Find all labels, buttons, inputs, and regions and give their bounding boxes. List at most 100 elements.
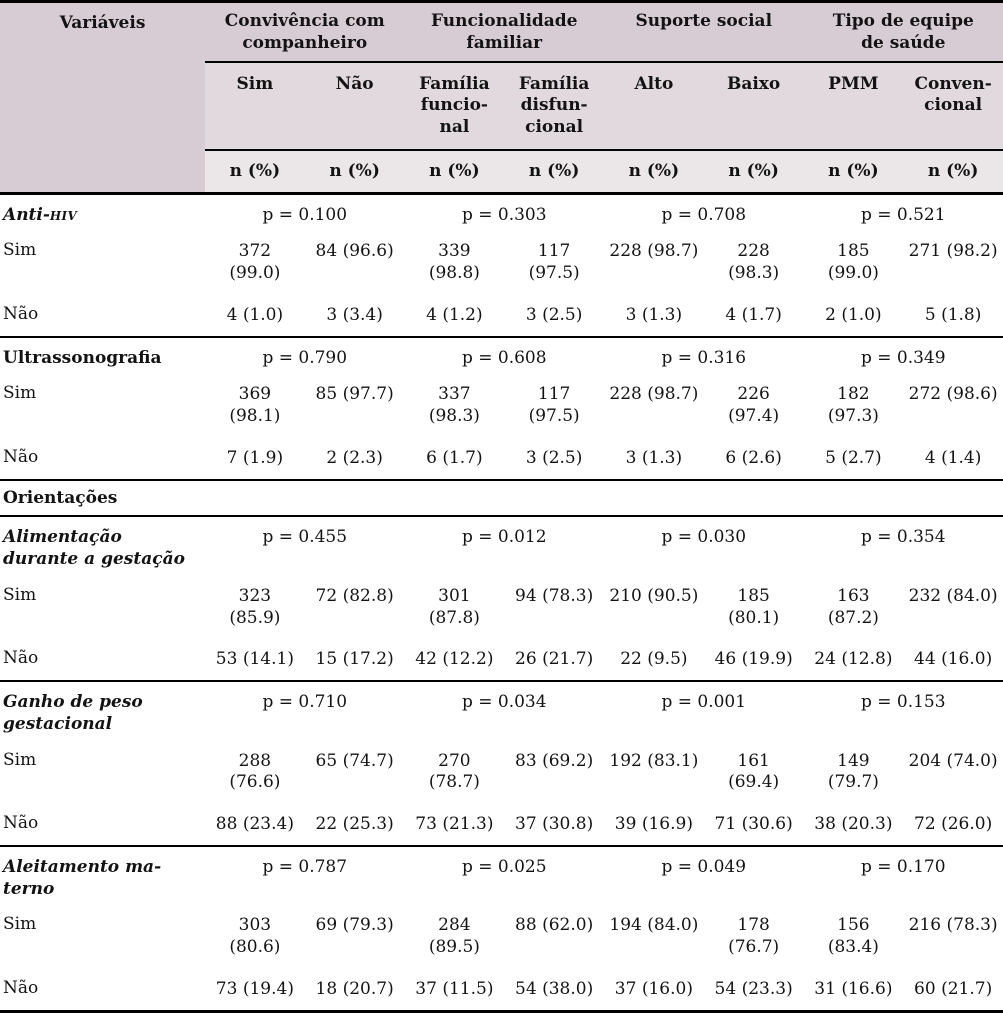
subgroup-column-header: Não: [305, 62, 405, 150]
data-cell: 24 (12.8): [804, 641, 904, 681]
data-cell: 2 (1.0): [804, 297, 904, 337]
data-cell: 2 (2.3): [305, 440, 405, 480]
row-label: Sim: [0, 907, 205, 971]
data-cell: 323 (85.9): [205, 578, 305, 642]
data-cell: 185 (80.1): [704, 578, 804, 642]
data-cell: 5 (1.8): [903, 297, 1003, 337]
n-percent-header: n (%): [704, 150, 804, 193]
variable-group-label-text: Anti-: [3, 205, 50, 225]
variable-group-label: Anti-HIV: [0, 193, 205, 233]
p-value-cell: p = 0.710: [205, 681, 405, 743]
group-column-header: Tipo de equipe de saúde: [804, 2, 1003, 62]
data-cell: 178 (76.7): [704, 907, 804, 971]
p-value-cell: p = 0.608: [405, 337, 605, 377]
data-cell: 194 (84.0): [604, 907, 704, 971]
data-cell: 270 (78.7): [405, 743, 505, 807]
data-cell: 3 (1.3): [604, 297, 704, 337]
data-cell: 7 (1.9): [205, 440, 305, 480]
data-cell: 226 (97.4): [704, 376, 804, 440]
variable-group-label: Aleitamento ma- terno: [0, 846, 205, 908]
data-cell: 39 (16.9): [604, 806, 704, 846]
data-cell: 272 (98.6): [903, 376, 1003, 440]
data-cell: 228 (98.3): [704, 233, 804, 297]
data-cell: 84 (96.6): [305, 233, 405, 297]
p-value-cell: p = 0.455: [205, 516, 405, 578]
data-cell: 54 (38.0): [504, 971, 604, 1011]
data-cell: 88 (62.0): [504, 907, 604, 971]
variable-group-label: Ganho de peso gestacional: [0, 681, 205, 743]
data-cell: 288 (76.6): [205, 743, 305, 807]
subgroup-column-header: Família disfun- cional: [504, 62, 604, 150]
data-cell: 69 (79.3): [305, 907, 405, 971]
data-cell: 83 (69.2): [504, 743, 604, 807]
data-cell: 3 (1.3): [604, 440, 704, 480]
data-cell: 46 (19.9): [704, 641, 804, 681]
p-value-cell: p = 0.030: [604, 516, 804, 578]
data-cell: 73 (19.4): [205, 971, 305, 1011]
data-cell: 5 (2.7): [804, 440, 904, 480]
data-cell: 149 (79.7): [804, 743, 904, 807]
data-cell: 44 (16.0): [903, 641, 1003, 681]
n-percent-header: n (%): [604, 150, 704, 193]
data-cell: 339 (98.8): [405, 233, 505, 297]
data-cell: 301 (87.8): [405, 578, 505, 642]
data-cell: 204 (74.0): [903, 743, 1003, 807]
row-label: Não: [0, 641, 205, 681]
row-label: Sim: [0, 743, 205, 807]
data-cell: 37 (30.8): [504, 806, 604, 846]
data-cell: 6 (1.7): [405, 440, 505, 480]
row-label: Não: [0, 971, 205, 1011]
data-cell: 60 (21.7): [903, 971, 1003, 1011]
data-cell: 71 (30.6): [704, 806, 804, 846]
subgroup-column-header: Sim: [205, 62, 305, 150]
data-cell: 163 (87.2): [804, 578, 904, 642]
p-value-cell: p = 0.787: [205, 846, 405, 908]
section-header-row: Orientações: [0, 480, 1003, 517]
data-cell: 117 (97.5): [504, 233, 604, 297]
variable-group-label-text: Alimentação durante a gestação: [3, 527, 185, 569]
p-value-cell: p = 0.316: [604, 337, 804, 377]
data-cell: 15 (17.2): [305, 641, 405, 681]
data-cell: 94 (78.3): [504, 578, 604, 642]
variable-group-row: Alimentação durante a gestação p = 0.455 p…: [0, 516, 1003, 578]
data-cell: 228 (98.7): [604, 233, 704, 297]
data-cell: 42 (12.2): [405, 641, 505, 681]
row-label: Não: [0, 806, 205, 846]
row-label: Sim: [0, 376, 205, 440]
data-cell: 38 (20.3): [804, 806, 904, 846]
data-cell: 18 (20.7): [305, 971, 405, 1011]
data-cell: 26 (21.7): [504, 641, 604, 681]
data-cell: 6 (2.6): [704, 440, 804, 480]
variable-group-label: Ultrassonografia: [0, 337, 205, 377]
row-label: Não: [0, 440, 205, 480]
n-percent-header: n (%): [205, 150, 305, 193]
variable-group-label-smallcaps: HIV: [50, 209, 77, 223]
data-cell: 161 (69.4): [704, 743, 804, 807]
p-value-cell: p = 0.790: [205, 337, 405, 377]
row-label: Sim: [0, 578, 205, 642]
data-cell: 182 (97.3): [804, 376, 904, 440]
variable-group-label: Alimentação durante a gestação: [0, 516, 205, 578]
group-column-header: Suporte social: [604, 2, 804, 62]
data-cell: 228 (98.7): [604, 376, 704, 440]
data-cell: 271 (98.2): [903, 233, 1003, 297]
data-cell: 372 (99.0): [205, 233, 305, 297]
data-cell: 337 (98.3): [405, 376, 505, 440]
data-cell: 156 (83.4): [804, 907, 904, 971]
subgroup-column-header: Família funcio- nal: [405, 62, 505, 150]
data-cell: 54 (23.3): [704, 971, 804, 1011]
p-value-cell: p = 0.049: [604, 846, 804, 908]
data-cell: 3 (2.5): [504, 297, 604, 337]
data-cell: 72 (26.0): [903, 806, 1003, 846]
